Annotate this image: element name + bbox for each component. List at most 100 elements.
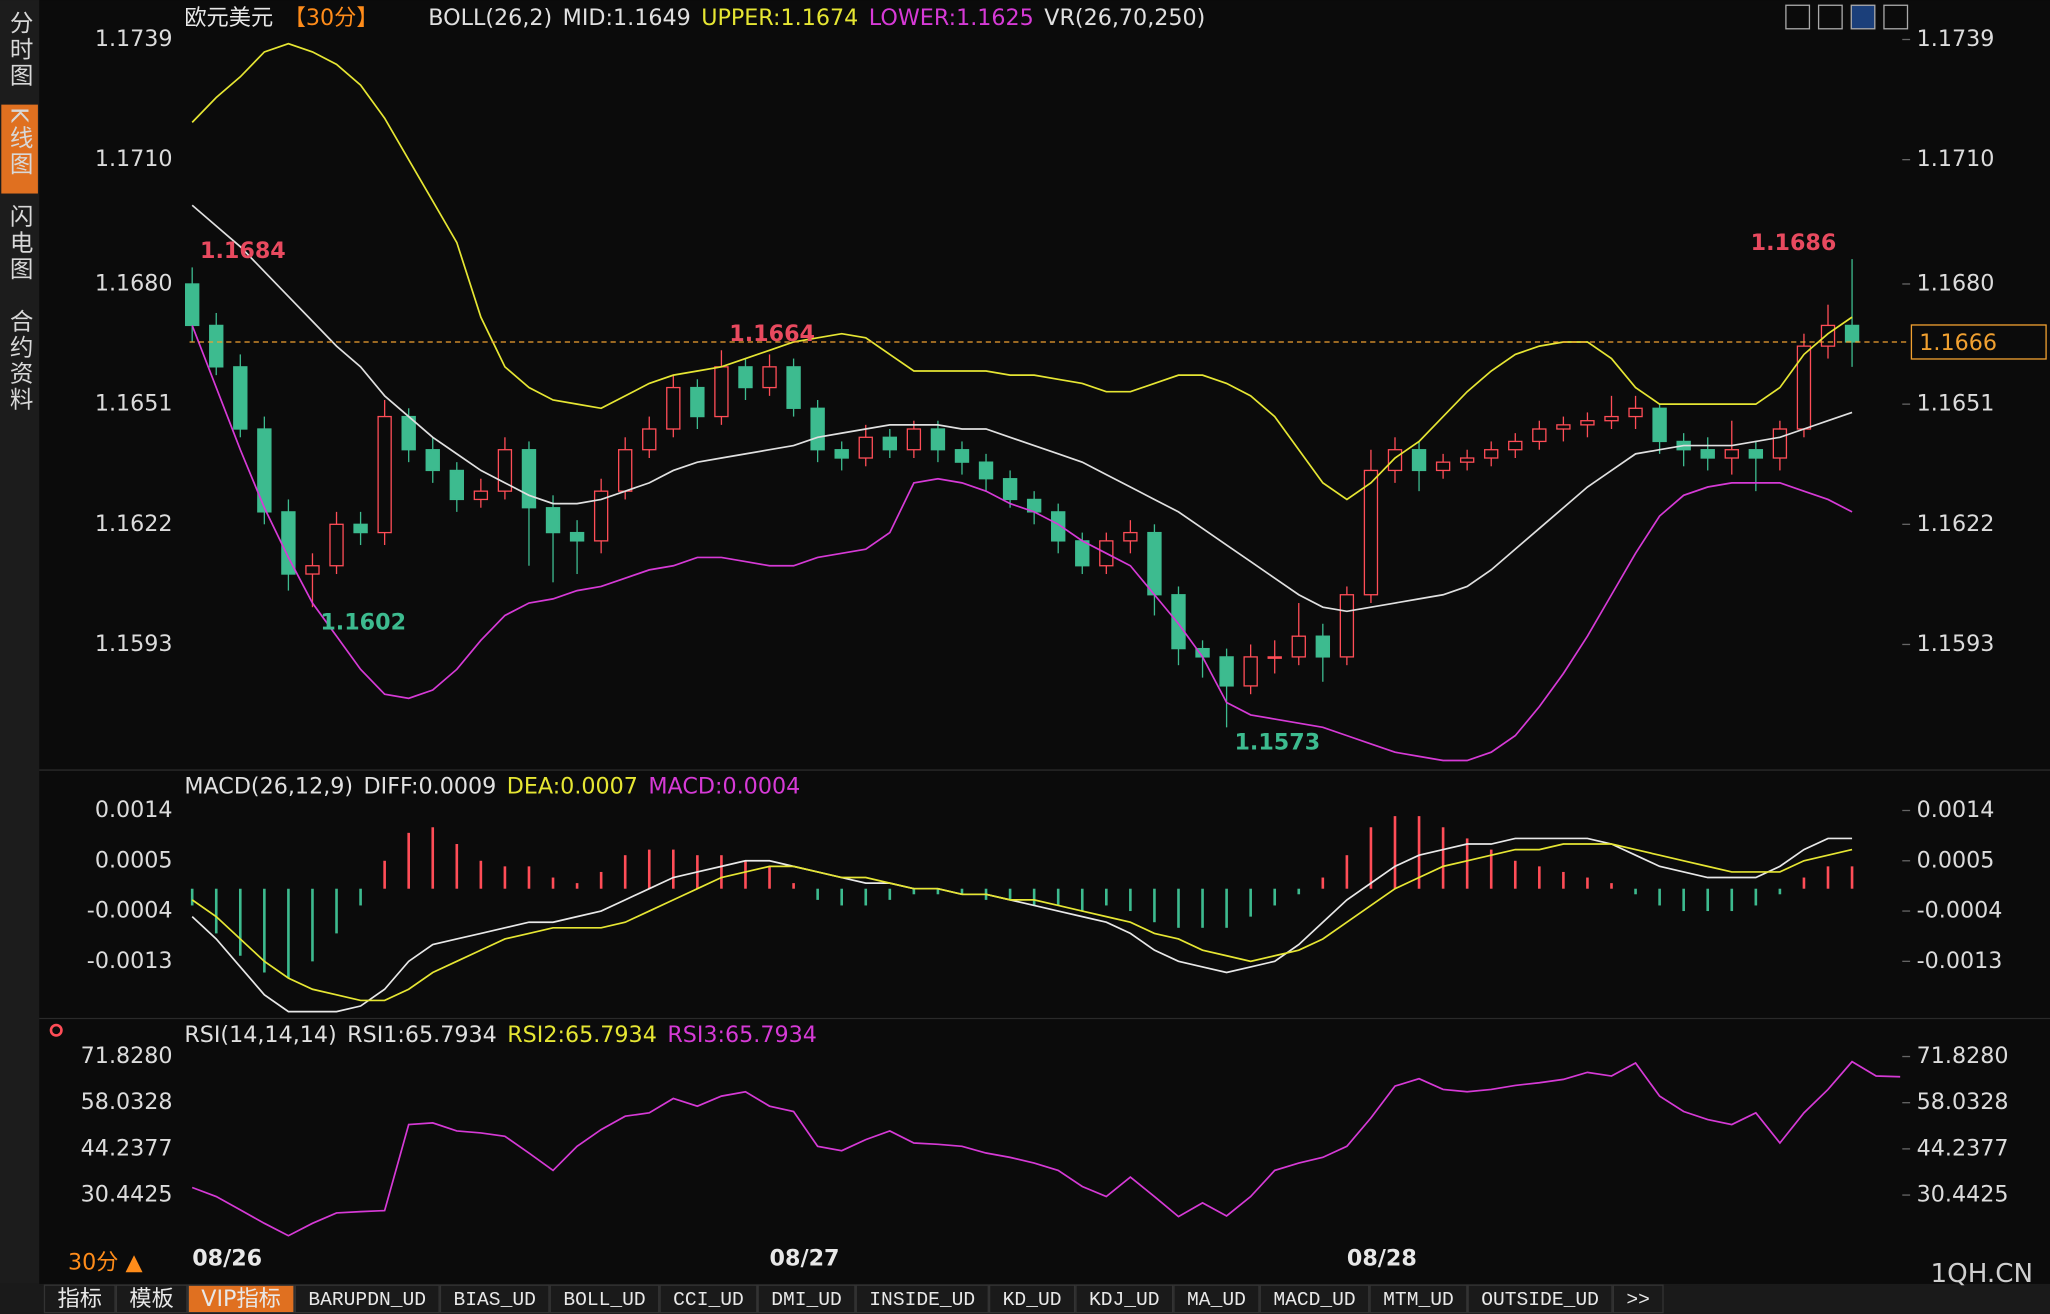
- candle-body: [1315, 635, 1331, 658]
- candle-body: [1628, 407, 1643, 418]
- bottom-tab-bg[interactable]: [43, 1284, 116, 1314]
- bottom-tab[interactable]: MACD_UD: [1273, 1289, 1355, 1311]
- period-label[interactable]: 30分 ▲: [68, 1249, 144, 1275]
- y-tick-label-left: 71.8280: [81, 1043, 173, 1069]
- bottom-tab[interactable]: 模板: [129, 1286, 173, 1312]
- candle-body: [1363, 469, 1379, 596]
- bottom-tab-bg[interactable]: [549, 1284, 660, 1314]
- rsi-line: [191, 1060, 1901, 1237]
- bottom-tab[interactable]: DMI_UD: [771, 1289, 842, 1311]
- candle-body: [1844, 324, 1860, 343]
- bottom-tab[interactable]: MA_UD: [1187, 1289, 1246, 1311]
- candle-body: [762, 366, 777, 389]
- candle-body: [906, 428, 922, 451]
- x-tick-label: 08/27: [770, 1246, 840, 1272]
- y-tick-label-left: 1.1680: [95, 270, 173, 296]
- legend-item: RSI2:65.7934: [507, 1022, 657, 1048]
- y-tick-label-left: 1.1622: [95, 511, 173, 537]
- bottom-tab[interactable]: VIP指标: [201, 1286, 281, 1312]
- candle-body: [666, 386, 681, 430]
- high-label: 1.1664: [729, 321, 815, 347]
- y-tick-label-right: 0.0005: [1917, 847, 1995, 873]
- sidebar-tab[interactable]: 合约资料: [6, 308, 34, 413]
- bottom-tab[interactable]: INSIDE_UD: [869, 1289, 975, 1311]
- bottom-tab[interactable]: BARUPDN_UD: [308, 1289, 426, 1311]
- icon[interactable]: [1883, 4, 1909, 30]
- bottom-tab-bg[interactable]: [115, 1284, 188, 1314]
- bottom-tab-bg[interactable]: [294, 1284, 440, 1314]
- candle-body: [1243, 656, 1258, 687]
- sidebar-tab[interactable]: 分时图: [6, 10, 34, 89]
- sidebar-tab[interactable]: 闪电图: [6, 204, 34, 283]
- bottom-tab-bg[interactable]: [757, 1284, 856, 1314]
- y-tick-label-right: 44.2377: [1917, 1135, 2009, 1161]
- legend-item: DIFF:0.0009: [364, 774, 497, 800]
- candle-body: [738, 366, 753, 389]
- bottom-tab-bg[interactable]: [1173, 1284, 1260, 1314]
- y-tick-label-left: -0.0004: [87, 898, 173, 924]
- bottom-tab-bg[interactable]: [659, 1284, 758, 1314]
- bottom-tab[interactable]: BIAS_UD: [454, 1289, 536, 1311]
- icon[interactable]: [1817, 4, 1843, 30]
- y-tick-label-left: 1.1710: [95, 146, 173, 172]
- bottom-tab[interactable]: KDJ_UD: [1089, 1289, 1160, 1311]
- candle-body: [449, 469, 464, 501]
- bottom-tab-bg[interactable]: [1467, 1284, 1613, 1314]
- candle-body: [954, 449, 970, 463]
- icon[interactable]: [1785, 4, 1811, 30]
- candle-body: [569, 531, 585, 542]
- legend-item: RSI1:65.7934: [347, 1022, 497, 1048]
- candle-body: [1508, 440, 1523, 451]
- y-tick-label-left: -0.0013: [87, 948, 173, 974]
- bottom-tab[interactable]: KD_UD: [1003, 1289, 1062, 1311]
- icon[interactable]: [1850, 4, 1876, 30]
- y-tick-label-right: 1.1680: [1917, 270, 1995, 296]
- candle-body: [1002, 478, 1018, 501]
- bottom-tab[interactable]: 指标: [58, 1286, 102, 1312]
- candle-body: [1435, 461, 1451, 472]
- bottom-tab-bg[interactable]: [988, 1284, 1076, 1314]
- bottom-tab-bg[interactable]: [187, 1284, 295, 1314]
- candle-body: [1267, 656, 1282, 659]
- bottom-tab-bg[interactable]: [855, 1284, 989, 1314]
- sidebar-tab[interactable]: K线图: [6, 107, 34, 177]
- y-tick-label-right: -0.0013: [1917, 948, 2003, 974]
- candle-body: [545, 507, 561, 534]
- extreme-labels: 1.1684 1.1602 1.1664 1.1573 1.1686: [200, 230, 1836, 756]
- y-tick-label-right: 30.4425: [1917, 1182, 2009, 1208]
- bottom-tab-bg[interactable]: [1369, 1284, 1468, 1314]
- y-tick-label-left: 58.0328: [81, 1089, 173, 1115]
- y-tick-label-right: 0.0014: [1917, 797, 1995, 823]
- x-tick-label: 08/28: [1347, 1246, 1417, 1272]
- candle-body: [1820, 324, 1836, 347]
- y-tick-label-right: 71.8280: [1917, 1043, 2009, 1069]
- legend-item: MID:1.1649: [563, 5, 691, 31]
- candle-body: [1291, 635, 1306, 658]
- y-tick-label-right: -0.0004: [1917, 898, 2003, 924]
- candle-body: [930, 428, 946, 451]
- bottom-tab[interactable]: MTM_UD: [1383, 1289, 1454, 1311]
- low-label: 1.1602: [320, 609, 406, 635]
- legend-item: DEA:0.0007: [507, 774, 638, 800]
- candle-body: [209, 324, 224, 368]
- candle-body: [978, 461, 994, 480]
- bottom-tab[interactable]: BOLL_UD: [563, 1289, 645, 1311]
- candle-body: [1219, 656, 1234, 687]
- y-tick-label-right: 58.0328: [1917, 1089, 2009, 1115]
- bottom-tab[interactable]: OUTSIDE_UD: [1481, 1289, 1599, 1311]
- bottom-tab[interactable]: CCI_UD: [673, 1289, 744, 1311]
- bottom-tab-bg[interactable]: [1075, 1284, 1174, 1314]
- current-price-box: [1910, 324, 2047, 360]
- y-tick-label-left: 0.0014: [95, 797, 173, 823]
- y-tick-label-left: 1.1739: [95, 26, 173, 52]
- candle-body: [1796, 345, 1812, 430]
- candle-body: [1387, 449, 1403, 472]
- bottom-tab-bg[interactable]: [1259, 1284, 1370, 1314]
- bottom-tab-bg[interactable]: [1612, 1284, 1664, 1314]
- bottom-tab-bg[interactable]: [439, 1284, 550, 1314]
- candle-body: [1532, 428, 1547, 443]
- period-subtitle: 【30分】: [284, 5, 379, 31]
- bottom-tab[interactable]: >>: [1626, 1289, 1650, 1311]
- settings-icon[interactable]: [49, 1023, 63, 1037]
